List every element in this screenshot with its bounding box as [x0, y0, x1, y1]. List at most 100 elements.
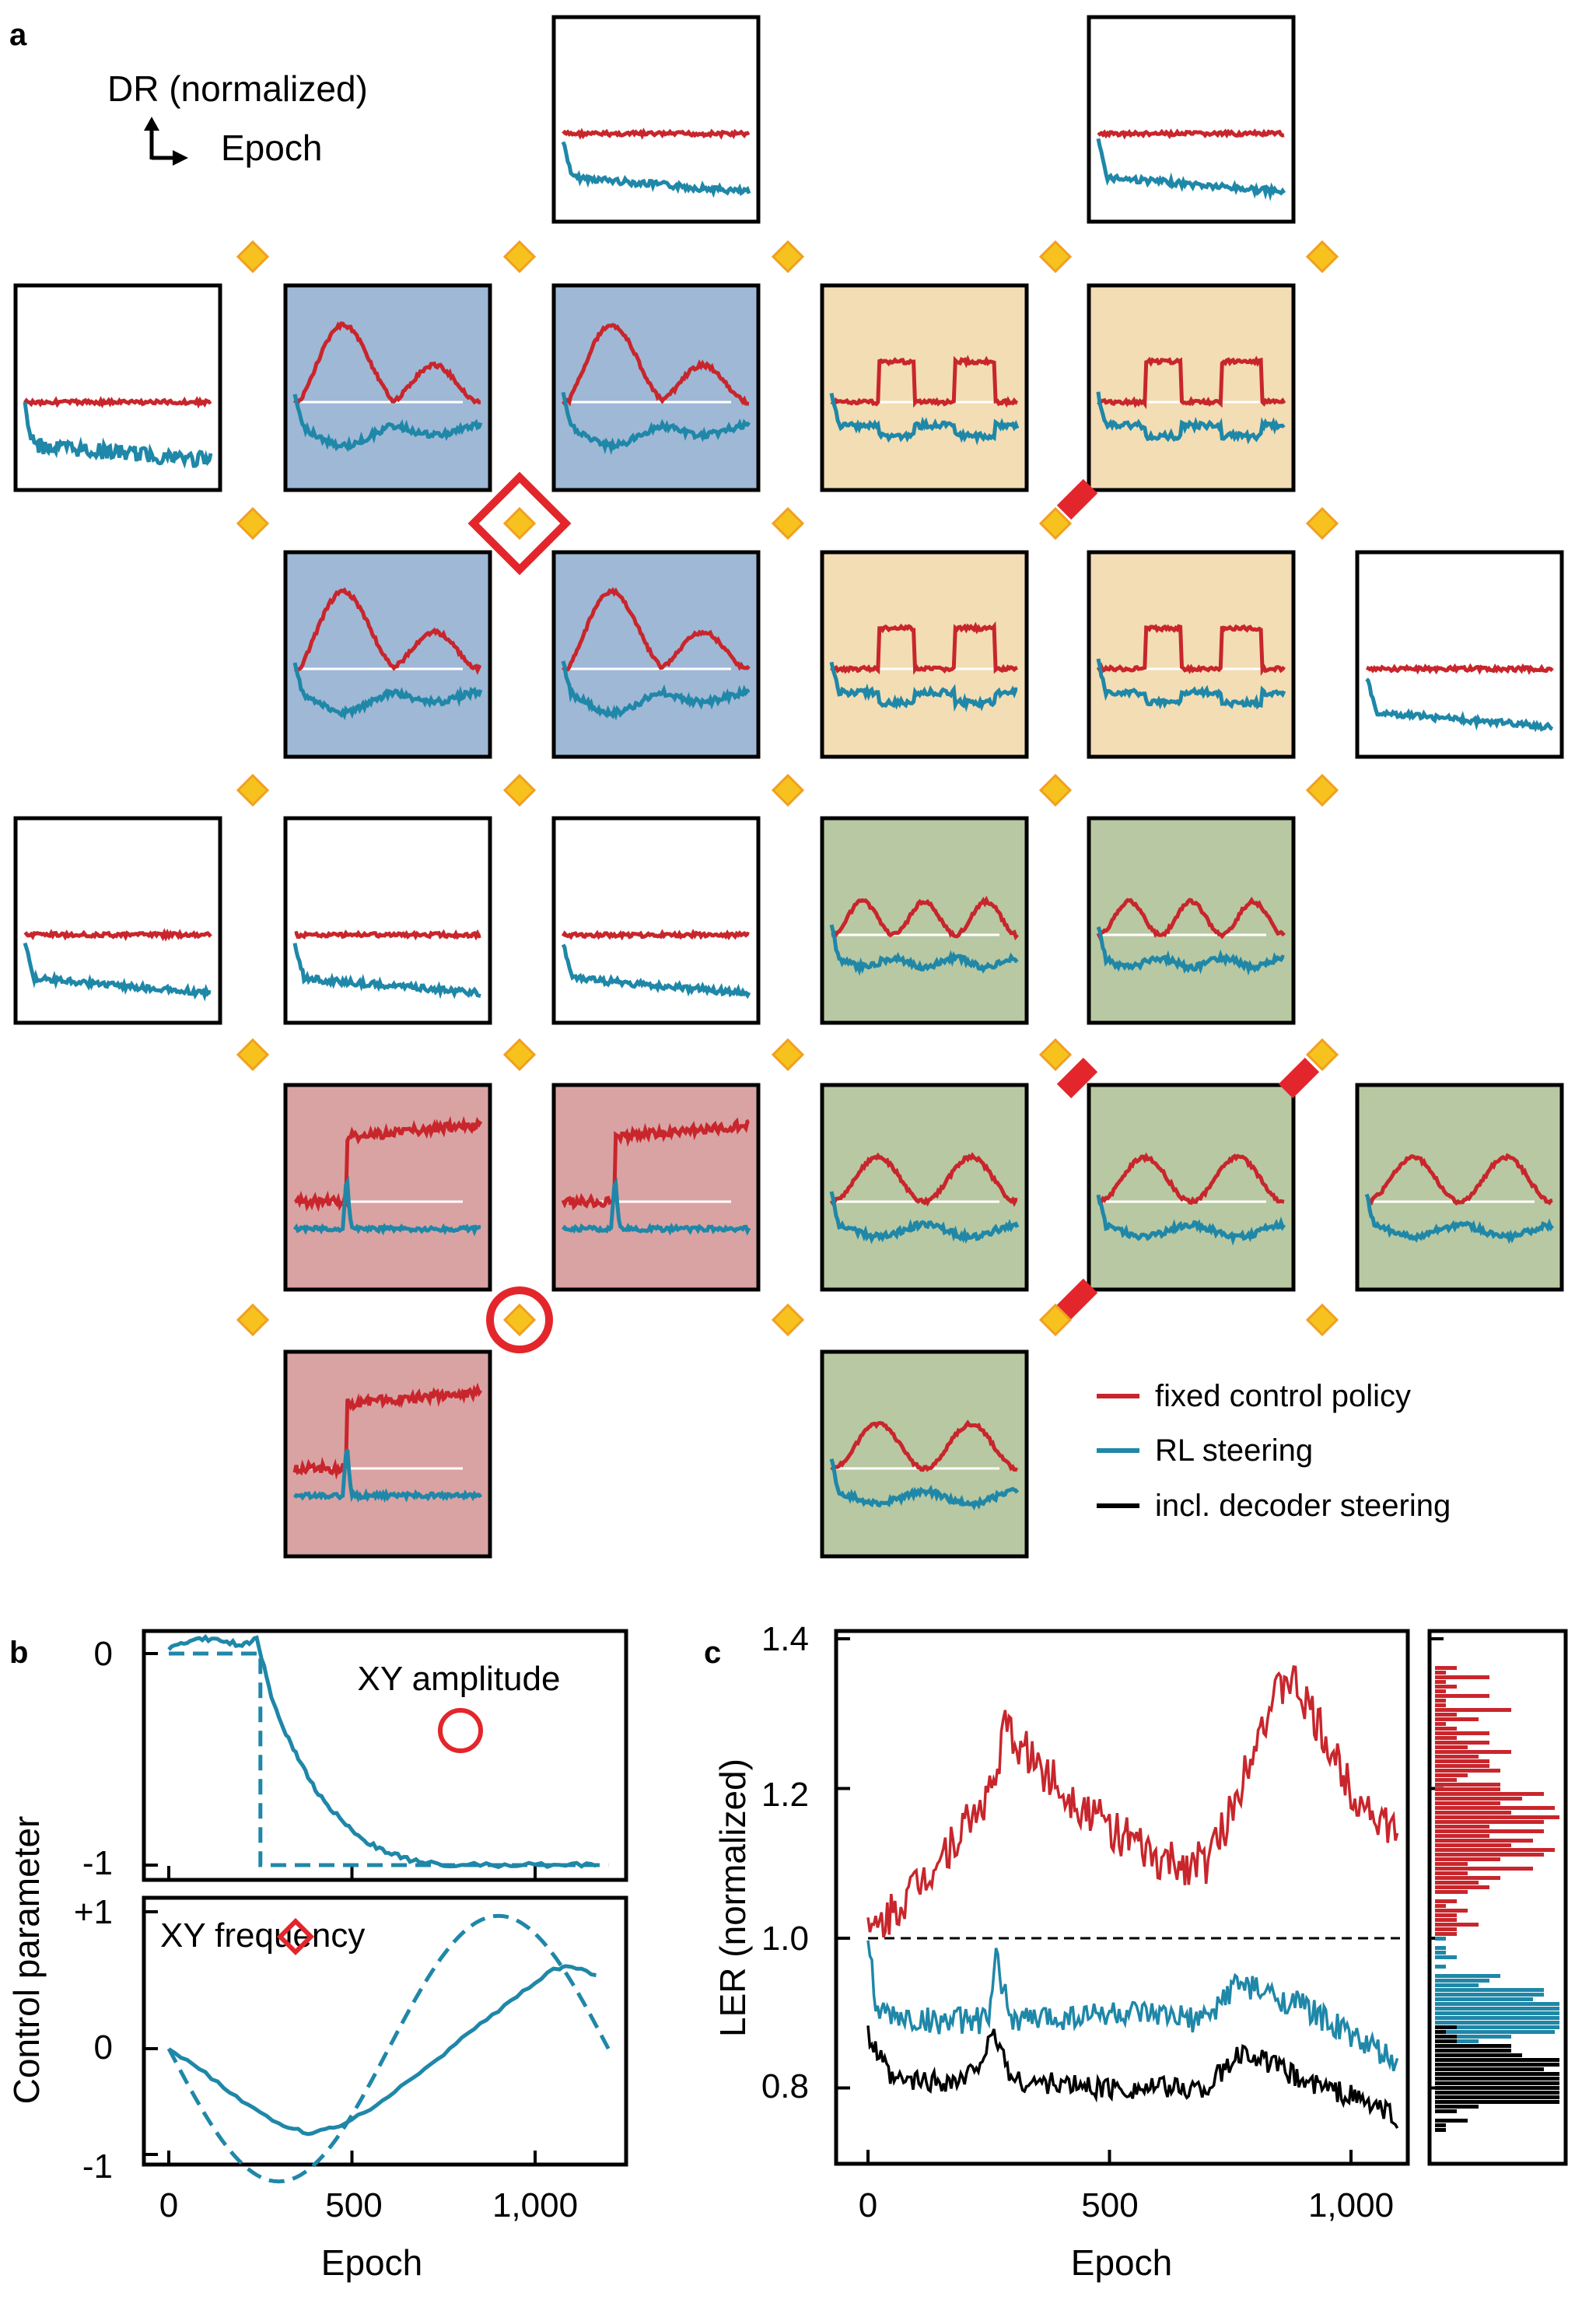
hist-bar-fixed: [1435, 1862, 1468, 1866]
hist-bar-fixed: [1435, 1829, 1544, 1833]
hist-bar-decoder: [1435, 2081, 1559, 2085]
panel-b-xtick-500: 500: [325, 2186, 382, 2224]
qubit-grid: [236, 240, 1339, 1353]
hist-bar-fixed: [1435, 1867, 1533, 1871]
tile-fixed-trace: [1365, 663, 1554, 675]
amplitude-xtick-marks: [167, 1866, 537, 1880]
qubit-icon: [236, 773, 270, 807]
tile-frame: [551, 283, 761, 492]
hist-bar-rl: [1435, 2030, 1555, 2034]
tile-frame: [1355, 1083, 1564, 1292]
hist-bar-decoder: [1435, 2053, 1522, 2057]
panel-c-label: c: [704, 1636, 721, 1670]
tile-frame: [1087, 15, 1296, 224]
hist-bar-rl: [1435, 1979, 1489, 1983]
frequency-ytick-pos1: +1: [74, 1893, 113, 1931]
tile-rl-trace: [1096, 926, 1285, 976]
ler-ytick-1.4: 1.4: [761, 1620, 809, 1658]
frequency-plot-frame: [142, 1895, 628, 2167]
tile-fixed-trace: [23, 395, 212, 409]
tile-rl-trace: [292, 1175, 481, 1237]
tile-frame: [820, 1349, 1029, 1559]
hist-bar-fixed: [1435, 1722, 1446, 1726]
amplitude-rl-curve: [167, 1633, 597, 1870]
hist-bar-fixed: [1435, 1727, 1457, 1731]
tile-r5c3: [820, 1349, 1029, 1559]
panel-c-xtick-500: 500: [1081, 2186, 1138, 2224]
panel-c-ylabel: LER (normalized): [712, 1759, 753, 2037]
qubit-icon: [236, 506, 270, 541]
circle-highlight-icon: [486, 1286, 553, 1353]
tile-frame: [551, 1083, 761, 1292]
hist-bar-fixed: [1435, 1843, 1511, 1847]
hist-bar-decoder: [1435, 2063, 1559, 2067]
tile-rl-trace: [292, 943, 481, 999]
qubit-icon: [1305, 240, 1339, 274]
tile-r2c1: [283, 550, 492, 759]
qubit-icon: [236, 1303, 270, 1337]
hist-bar-fixed: [1435, 1685, 1457, 1689]
hist-bar-fixed: [1435, 1876, 1500, 1880]
tile-r2c2: [551, 550, 761, 759]
amplitude-title: XY amplitude: [358, 1660, 561, 1698]
tile-fixed-trace: [292, 321, 481, 406]
tile-fixed-trace: [1096, 624, 1286, 677]
hist-bar-fixed: [1435, 1680, 1446, 1684]
hist-bar-fixed: [1435, 1764, 1489, 1768]
tile-r1c3: [820, 283, 1029, 492]
legend-label-decoder: incl. decoder steering: [1155, 1489, 1451, 1523]
tile-frame: [1087, 283, 1296, 492]
hist-bar-fixed: [1435, 1913, 1457, 1917]
hist-bar-fixed: [1435, 1689, 1446, 1693]
amplitude-target-dashed: [169, 1651, 609, 1867]
tile-fixed-trace: [293, 587, 482, 675]
hist-bar-rl: [1435, 1951, 1446, 1955]
diamond-highlight-icon: [467, 471, 572, 576]
tile-frame: [1087, 1083, 1296, 1292]
tile-frame: [283, 1349, 492, 1559]
tile-r1c2: [551, 283, 761, 492]
hist-bar-fixed: [1435, 1675, 1489, 1679]
hist-bar-decoder: [1435, 2123, 1446, 2127]
hist-bar-fixed: [1435, 1918, 1457, 1922]
tile-fixed-trace: [830, 355, 1019, 408]
tile-rl-trace: [1364, 1193, 1555, 1244]
hist-bar-rl: [1435, 2007, 1559, 2011]
hist-bar-decoder: [1435, 2077, 1559, 2081]
hist-bar-fixed: [1435, 1904, 1446, 1908]
panel-c-xtick-1000: 1,000: [1308, 2186, 1394, 2224]
tile-rl-trace: [292, 394, 483, 453]
hist-bar-fixed: [1435, 1815, 1559, 1819]
hist-bar-rl: [1435, 2002, 1559, 2006]
hist-bar-decoder: [1435, 2128, 1446, 2132]
qubit-icon: [1038, 773, 1073, 807]
hist-bar-fixed: [1435, 1871, 1468, 1875]
tile-fixed-trace: [561, 1117, 751, 1211]
hist-bar-fixed: [1435, 1797, 1522, 1801]
coupler-marker-icon: [1056, 478, 1098, 520]
hist-bar-fixed: [1435, 1792, 1544, 1796]
tile-r4c4: [1087, 1083, 1296, 1292]
hist-bar-decoder: [1435, 2044, 1511, 2048]
tile-r3c3: [820, 816, 1029, 1025]
hist-bar-decoder: [1435, 2039, 1457, 2043]
tile-fixed-trace: [831, 895, 1019, 941]
qubit-icon: [236, 1038, 270, 1072]
panel-c: c LER (normalized) 1.4 1.2 1.0 0.8 0 500…: [704, 1620, 1568, 2283]
axis-hint-arrow-icon: [144, 117, 188, 166]
panel-b: b Control parameter 0 -1 XY amplitude +1…: [6, 1629, 628, 2283]
tile-frame: [820, 816, 1029, 1025]
tile-frame: [283, 550, 492, 759]
hist-bar-rl: [1435, 1974, 1500, 1978]
hist-bar-decoder: [1435, 2105, 1479, 2109]
tile-r0c4: [1087, 15, 1296, 224]
histogram-frame: [1427, 1629, 1568, 2166]
hist-bar-fixed: [1435, 1909, 1468, 1913]
qubit-icon: [771, 773, 805, 807]
hist-bar-fixed: [1435, 1750, 1511, 1754]
qubit-icon: [1305, 1303, 1339, 1337]
hist-bar-rl: [1435, 1955, 1457, 1959]
qubit-icon: [1038, 1303, 1073, 1337]
tile-fixed-trace: [294, 929, 481, 941]
tile-r1c0: [13, 283, 222, 492]
